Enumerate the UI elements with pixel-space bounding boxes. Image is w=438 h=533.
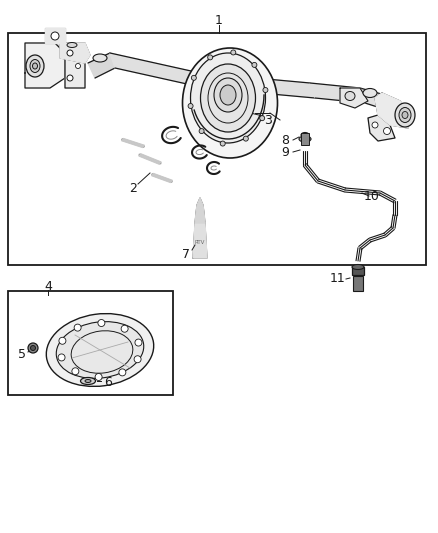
Ellipse shape [299,136,311,142]
Ellipse shape [56,321,144,378]
Ellipse shape [399,108,411,123]
Ellipse shape [301,133,309,138]
Ellipse shape [372,122,378,128]
Polygon shape [375,93,410,128]
Ellipse shape [220,141,225,146]
Ellipse shape [67,75,73,81]
Ellipse shape [26,55,44,77]
Ellipse shape [260,116,265,120]
Text: 9: 9 [281,146,289,158]
Polygon shape [368,115,395,141]
Ellipse shape [402,111,408,118]
Bar [301,133,309,145]
Ellipse shape [384,127,391,134]
Text: 8: 8 [281,133,289,147]
Polygon shape [110,53,205,88]
Ellipse shape [395,103,415,127]
Ellipse shape [30,60,40,72]
Ellipse shape [191,53,265,143]
Ellipse shape [46,313,154,386]
Polygon shape [310,83,365,103]
Polygon shape [45,28,65,43]
Ellipse shape [263,87,268,93]
Ellipse shape [244,136,248,141]
Polygon shape [255,78,315,98]
Bar [8,33,426,265]
Ellipse shape [31,345,35,351]
Ellipse shape [252,62,257,67]
Polygon shape [360,88,390,111]
Ellipse shape [98,319,105,327]
Ellipse shape [121,325,128,332]
Ellipse shape [32,63,38,69]
Polygon shape [88,53,115,78]
Ellipse shape [93,54,107,62]
Ellipse shape [81,377,95,384]
Polygon shape [55,43,85,88]
Ellipse shape [199,128,204,134]
Text: 6: 6 [104,376,112,389]
Ellipse shape [352,264,364,270]
Ellipse shape [363,88,377,98]
Ellipse shape [28,343,38,353]
Ellipse shape [220,85,236,105]
Text: 1: 1 [215,14,223,28]
Polygon shape [25,43,65,88]
Ellipse shape [67,50,73,56]
Ellipse shape [59,337,66,344]
Ellipse shape [135,339,142,346]
Polygon shape [139,154,161,164]
Ellipse shape [85,379,91,383]
Bar [353,276,363,291]
Text: 3: 3 [264,115,272,127]
Ellipse shape [208,55,213,60]
Text: 5: 5 [18,349,26,361]
Bar [352,267,364,275]
Text: 10: 10 [364,190,380,203]
Polygon shape [340,88,368,108]
Polygon shape [195,198,205,223]
Ellipse shape [51,32,59,40]
Polygon shape [121,139,145,148]
Ellipse shape [201,64,255,132]
Ellipse shape [75,63,81,69]
Text: 7: 7 [182,247,190,261]
Ellipse shape [183,48,278,158]
Ellipse shape [74,324,81,331]
Ellipse shape [72,368,79,375]
Ellipse shape [188,103,193,109]
Ellipse shape [119,369,126,376]
Polygon shape [60,43,90,63]
Bar [8,291,173,395]
Ellipse shape [345,92,355,101]
Polygon shape [152,174,173,182]
Ellipse shape [231,50,236,55]
Text: 4: 4 [44,280,52,294]
Ellipse shape [95,374,102,381]
Text: 11: 11 [330,272,346,286]
Ellipse shape [67,43,77,47]
Ellipse shape [58,354,65,361]
Polygon shape [193,223,207,258]
Ellipse shape [214,78,242,112]
Text: RTV: RTV [195,240,205,246]
Ellipse shape [191,75,196,80]
Text: 2: 2 [129,182,137,195]
Ellipse shape [134,356,141,363]
